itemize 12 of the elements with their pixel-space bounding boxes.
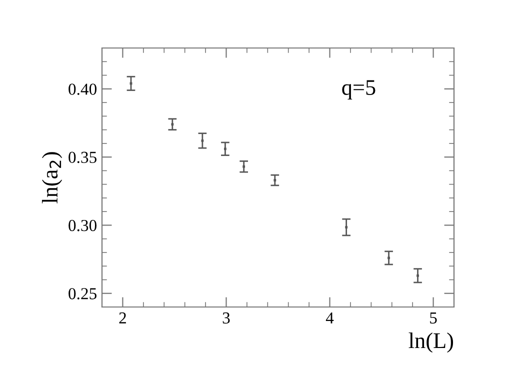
y-tick-label: 0.40 — [68, 84, 97, 95]
annotation: q=5 — [342, 80, 376, 100]
y-tick-label: 0.25 — [68, 288, 96, 300]
x-tick-label: 5 — [430, 312, 437, 324]
x-tick-label: 3 — [222, 312, 230, 324]
point — [171, 123, 174, 126]
x-axis-title: ln(L) — [408, 332, 454, 353]
y-axis-title: ln(a$_{2}$) — [42, 152, 62, 204]
y-tick-label: 0.30 — [68, 220, 97, 232]
x-tick-label: 2 — [119, 312, 126, 324]
x-tick-label: 4 — [326, 312, 334, 324]
y-tick-label: 0.35 — [68, 152, 96, 164]
